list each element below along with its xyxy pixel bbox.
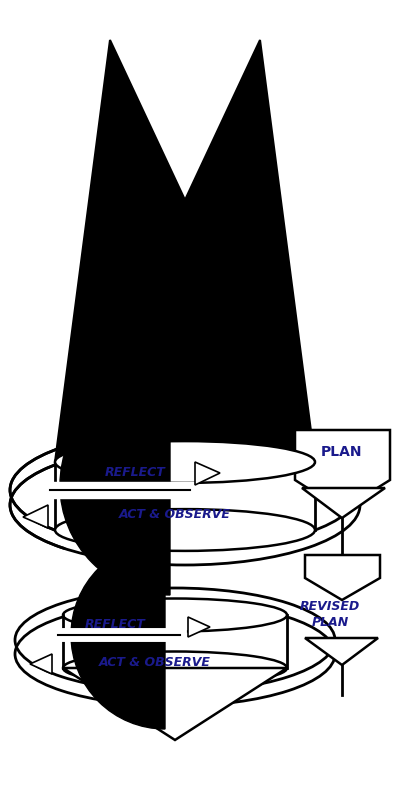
Polygon shape [305, 555, 380, 600]
Text: ACT & OBSERVE: ACT & OBSERVE [99, 657, 211, 670]
Ellipse shape [63, 651, 287, 684]
Text: PLAN: PLAN [321, 445, 363, 459]
Polygon shape [23, 505, 48, 528]
Wedge shape [60, 375, 170, 595]
Text: ACT & OBSERVE: ACT & OBSERVE [119, 509, 231, 521]
Ellipse shape [63, 599, 287, 631]
Polygon shape [63, 668, 287, 740]
Text: REVISED
PLAN: REVISED PLAN [300, 600, 360, 629]
Polygon shape [55, 40, 315, 462]
Wedge shape [71, 541, 165, 729]
Polygon shape [305, 638, 378, 665]
Text: REFLECT: REFLECT [85, 618, 145, 631]
Polygon shape [188, 617, 210, 637]
Ellipse shape [55, 509, 315, 550]
Polygon shape [295, 430, 390, 510]
Polygon shape [30, 654, 52, 674]
Ellipse shape [55, 441, 315, 483]
Polygon shape [195, 462, 220, 485]
Text: REFLECT: REFLECT [104, 466, 165, 479]
Polygon shape [302, 488, 385, 518]
